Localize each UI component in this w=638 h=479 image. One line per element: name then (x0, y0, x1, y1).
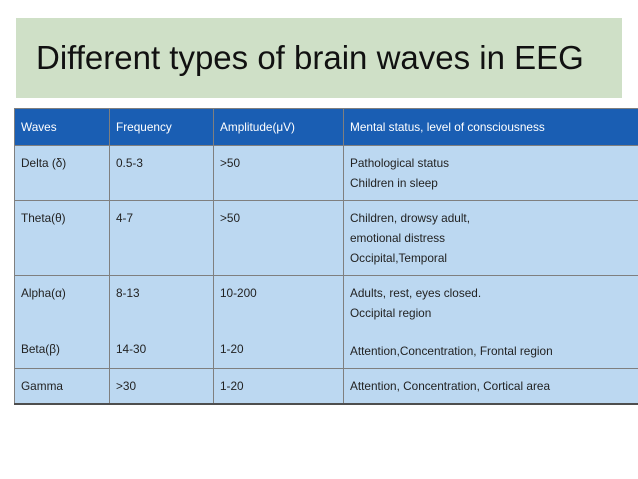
amplitude-beta: 1-20 (220, 342, 244, 356)
wave-beta: Beta(β) (21, 342, 60, 356)
cell-status: Attention, Concentration, Cortical area (343, 368, 638, 405)
header-waves: Waves (14, 108, 110, 146)
cell-amplitude: 1-20 (213, 368, 344, 405)
cell-frequency: 4-7 (109, 200, 214, 276)
cell-wave: Alpha(α) Beta(β) (14, 275, 110, 369)
wave-alpha: Alpha(α) (21, 286, 66, 300)
title-bar: Different types of brain waves in EEG (16, 18, 622, 98)
cell-amplitude: >50 (213, 145, 344, 201)
status-line: Occipital region (350, 306, 432, 320)
header-amplitude: Amplitude(μV) (213, 108, 344, 146)
brain-waves-table: Waves Frequency Amplitude(μV) Mental sta… (14, 108, 638, 405)
cell-wave: Gamma (14, 368, 110, 405)
page-title: Different types of brain waves in EEG (36, 39, 584, 76)
table-row-delta: Delta (δ) 0.5-3 >50 Pathological status … (14, 145, 638, 201)
header-mental-status: Mental status, level of consciousness (343, 108, 638, 146)
status-line: Children, drowsy adult, (350, 211, 470, 225)
status-line: Occipital,Temporal (350, 251, 448, 265)
status-line: Children in sleep (350, 176, 438, 190)
frequency-alpha: 8-13 (116, 286, 140, 300)
status-line: Attention, Concentration, Cortical area (350, 379, 550, 393)
amplitude-alpha: 10-200 (220, 286, 257, 300)
status-line: emotional distress (350, 231, 446, 245)
cell-wave: Delta (δ) (14, 145, 110, 201)
cell-frequency: 0.5-3 (109, 145, 214, 201)
cell-amplitude: 10-200 1-20 (213, 275, 344, 369)
cell-status: Adults, rest, eyes closed. Occipital reg… (343, 275, 638, 369)
status-line: Pathological status (350, 156, 450, 170)
frequency-beta: 14-30 (116, 342, 147, 356)
status-line: Adults, rest, eyes closed. (350, 286, 482, 300)
header-frequency: Frequency (109, 108, 214, 146)
cell-frequency: >30 (109, 368, 214, 405)
cell-wave: Theta(θ) (14, 200, 110, 276)
cell-frequency: 8-13 14-30 (109, 275, 214, 369)
cell-status: Pathological status Children in sleep (343, 145, 638, 201)
table-header-row: Waves Frequency Amplitude(μV) Mental sta… (14, 108, 638, 146)
table-row-gamma: Gamma >30 1-20 Attention, Concentration,… (14, 368, 638, 405)
table-row-theta: Theta(θ) 4-7 >50 Children, drowsy adult,… (14, 200, 638, 276)
cell-amplitude: >50 (213, 200, 344, 276)
status-line: Attention,Concentration, Frontal region (350, 344, 553, 358)
cell-status: Children, drowsy adult, emotional distre… (343, 200, 638, 276)
table-row-alpha-beta: Alpha(α) Beta(β) 8-13 14-30 10-200 1-20 … (14, 275, 638, 369)
